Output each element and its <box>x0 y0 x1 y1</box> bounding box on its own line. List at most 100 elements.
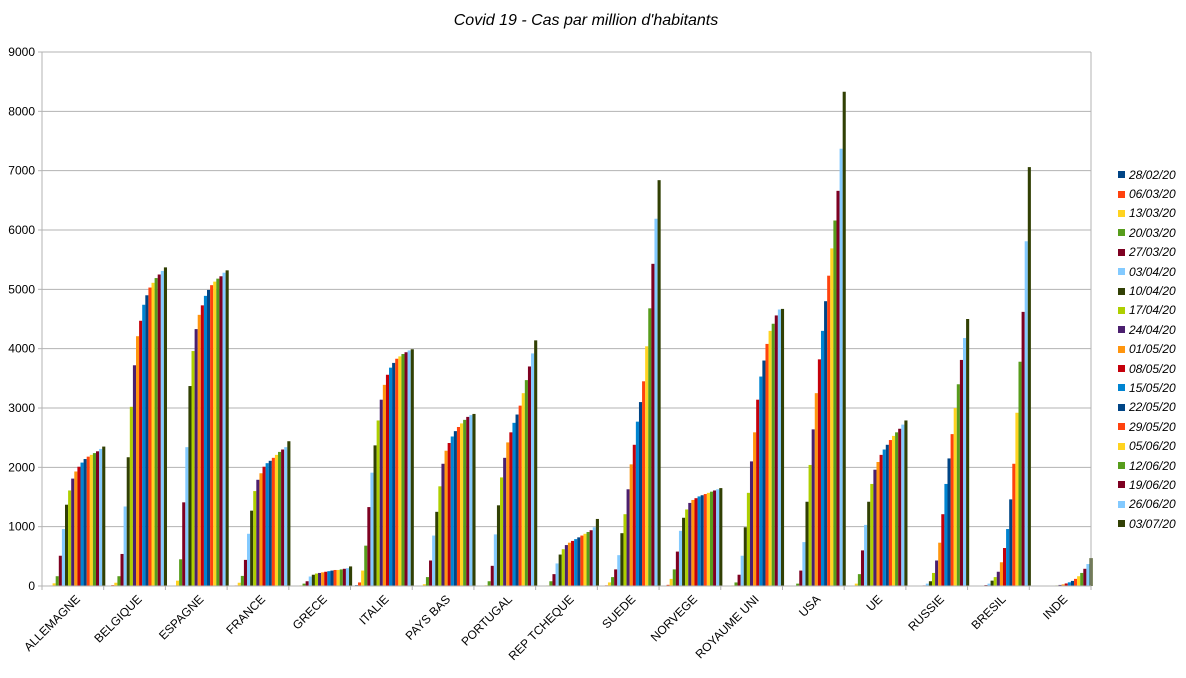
bar <box>836 190 840 586</box>
bar <box>163 267 168 586</box>
bar <box>259 473 263 586</box>
bar <box>703 494 707 586</box>
bar <box>895 432 899 586</box>
bar <box>398 356 402 586</box>
bar <box>518 405 522 586</box>
bar <box>675 551 679 586</box>
bar <box>1077 576 1081 586</box>
legend-swatch <box>1118 500 1125 508</box>
bar <box>342 568 346 586</box>
x-tick-label: PORTUGAL <box>458 592 515 649</box>
bar <box>765 343 769 586</box>
bar <box>268 460 272 586</box>
bar <box>203 295 208 586</box>
bar <box>759 376 763 586</box>
bar <box>944 483 948 586</box>
bar <box>120 553 124 586</box>
bar <box>999 562 1003 586</box>
bar <box>382 384 386 586</box>
bar <box>225 270 229 586</box>
bar <box>996 571 1000 586</box>
bar <box>574 539 578 586</box>
bar <box>1064 583 1068 586</box>
bar <box>389 367 393 586</box>
bar <box>888 440 892 586</box>
legend-label: 24/04/20 <box>1129 322 1176 337</box>
bar <box>444 450 448 586</box>
legend-swatch <box>1118 287 1125 295</box>
bar <box>756 399 760 586</box>
bar <box>691 499 695 586</box>
bar <box>870 483 874 586</box>
bar <box>645 346 649 586</box>
y-tick-labels: 0 1000 2000 3000 4000 5000 6000 7000 8000 9000 <box>8 45 35 593</box>
bar <box>1080 572 1084 586</box>
bar <box>450 436 454 586</box>
bar <box>1067 582 1071 586</box>
bar <box>607 582 612 586</box>
bar <box>623 514 627 586</box>
bar <box>620 533 624 586</box>
bar <box>531 353 535 586</box>
x-tick-label: NORVEGE <box>648 592 700 644</box>
bar <box>339 569 343 586</box>
bar <box>126 457 130 586</box>
bar <box>422 584 426 586</box>
bar <box>854 583 858 586</box>
legend-label: 13/03/20 <box>1129 206 1176 221</box>
legend-label: 06/03/20 <box>1129 187 1176 202</box>
bar <box>404 352 408 586</box>
bar <box>928 581 932 586</box>
bar <box>308 576 312 586</box>
y-tick-label: 9000 <box>8 45 35 59</box>
bar <box>432 535 436 586</box>
bar <box>123 506 127 586</box>
bar <box>210 285 214 586</box>
bar <box>274 454 279 586</box>
bar <box>700 495 704 586</box>
bar <box>762 360 766 586</box>
bar <box>746 492 750 586</box>
bar <box>635 421 639 586</box>
x-tick-label: SUEDE <box>599 592 638 631</box>
bar <box>92 453 96 586</box>
bar <box>460 423 464 586</box>
legend-label: 12/06/20 <box>1129 458 1176 473</box>
bar <box>950 434 954 586</box>
bar <box>376 420 380 586</box>
bar <box>401 354 405 586</box>
y-tick-label: 8000 <box>8 104 35 118</box>
bar <box>222 272 226 586</box>
bar <box>904 420 908 586</box>
bar <box>364 545 368 586</box>
bar <box>515 414 519 586</box>
bar <box>281 449 285 586</box>
legend-item: 10/04/20 <box>1118 281 1184 300</box>
bar <box>324 571 328 586</box>
bar <box>139 320 143 586</box>
bar <box>1061 584 1065 586</box>
bar <box>179 559 183 586</box>
bar <box>330 570 334 586</box>
bar <box>987 583 991 586</box>
legend-swatch <box>1118 481 1125 489</box>
legend-swatch <box>1118 403 1125 411</box>
legend-swatch <box>1118 268 1125 276</box>
legend-swatch <box>1118 248 1125 256</box>
bar <box>564 545 568 586</box>
legend-swatch <box>1118 345 1125 353</box>
bar <box>117 576 121 586</box>
bar <box>302 583 306 586</box>
bar <box>379 399 383 586</box>
bar <box>925 583 929 586</box>
bar <box>407 350 411 586</box>
bar <box>799 570 803 586</box>
bar <box>287 441 291 586</box>
bar <box>595 518 599 586</box>
bar <box>657 180 661 586</box>
bar <box>151 282 155 586</box>
bar <box>271 457 275 586</box>
bar <box>941 514 945 586</box>
y-tick-label: 2000 <box>8 460 35 474</box>
legend-item: 20/03/20 <box>1118 223 1184 242</box>
